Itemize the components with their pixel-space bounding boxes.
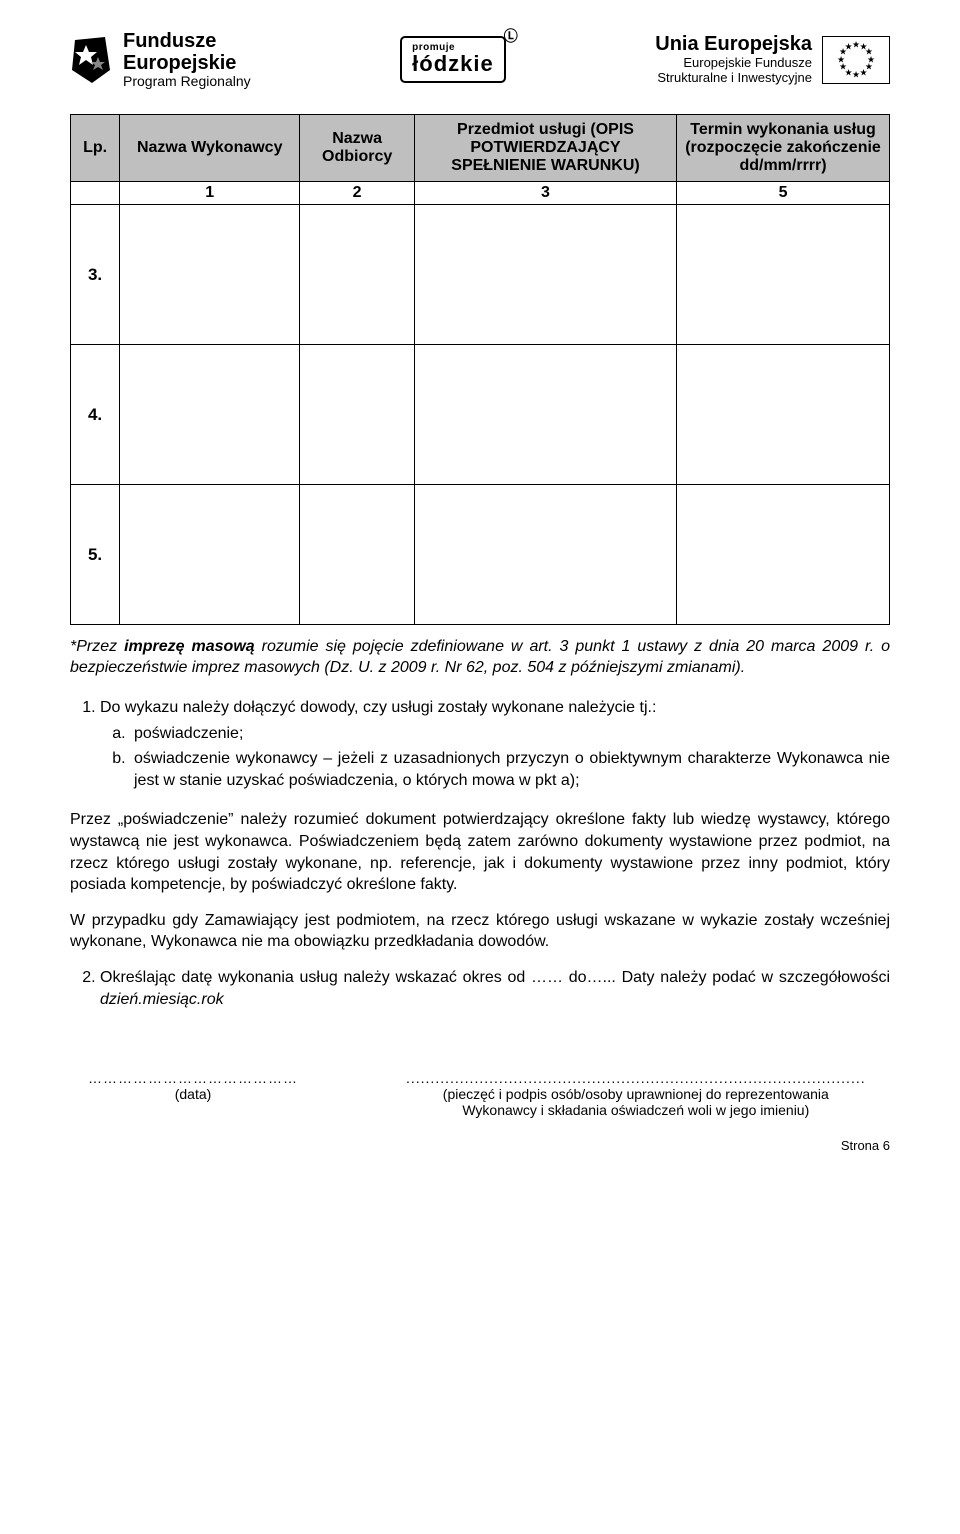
item2-italic: dzień.miesiąc.rok bbox=[100, 991, 224, 1008]
cell bbox=[300, 485, 415, 625]
logo-ue: Unia Europejska Europejskie Fundusze Str… bbox=[655, 33, 890, 86]
fe-text: Fundusze Europejskie Program Regionalny bbox=[123, 30, 251, 89]
stamp-dots: ........................................… bbox=[382, 1070, 890, 1086]
logo-fundusze-europejskie: Fundusze Europejskie Program Regionalny bbox=[70, 30, 251, 89]
ue-line1: Unia Europejska bbox=[655, 33, 812, 56]
header-logos: Fundusze Europejskie Program Regionalny … bbox=[70, 30, 890, 89]
numrow-c5: 5 bbox=[677, 182, 890, 205]
numrow-c2: 1 bbox=[120, 182, 300, 205]
lodzkie-big: łódzkie bbox=[412, 53, 494, 75]
note-lead: *Przez bbox=[70, 638, 124, 655]
para-poswiadczenie: Przez „poświadczenie” należy rozumieć do… bbox=[70, 809, 890, 895]
fe-line1: Fundusze bbox=[123, 30, 251, 52]
logo-lodzkie-wrap: promuje łódzkie Ⓛ bbox=[400, 36, 506, 83]
cell bbox=[300, 345, 415, 485]
fe-line2: Europejskie bbox=[123, 52, 251, 74]
cell bbox=[677, 485, 890, 625]
cell bbox=[120, 485, 300, 625]
sub-list: poświadczenie; oświadczenie wykonawcy – … bbox=[100, 723, 890, 792]
page-number: Strona 6 bbox=[70, 1138, 890, 1153]
instructions-list-2: Określając datę wykonania usług należy w… bbox=[70, 967, 890, 1010]
th-lp: Lp. bbox=[71, 115, 120, 182]
numrow-c3: 2 bbox=[300, 182, 415, 205]
table-row: 3. bbox=[71, 205, 890, 345]
cell bbox=[120, 205, 300, 345]
item2-text: Określając datę wykonania usług należy w… bbox=[100, 969, 890, 986]
lodzkie-corner-icon: Ⓛ bbox=[504, 26, 518, 46]
cell bbox=[120, 345, 300, 485]
cell bbox=[414, 205, 676, 345]
cell bbox=[677, 345, 890, 485]
table-row: 5. bbox=[71, 485, 890, 625]
footnote-impreza: *Przez imprezę masową rozumie się pojęci… bbox=[70, 637, 890, 679]
th-przedmiot: Przedmiot usługi (OPIS POTWIERDZAJĄCY SP… bbox=[414, 115, 676, 182]
signature-stamp: ........................................… bbox=[382, 1070, 890, 1118]
signature-date: …………………………………… (data) bbox=[70, 1070, 316, 1118]
row-num: 5. bbox=[71, 485, 120, 625]
stamp-label2: Wykonawcy i składania oświadczeń woli w … bbox=[382, 1102, 890, 1118]
row-num: 4. bbox=[71, 345, 120, 485]
ue-line3: Strukturalne i Inwestycyjne bbox=[655, 71, 812, 86]
sub-item-a: poświadczenie; bbox=[130, 723, 890, 745]
ue-text: Unia Europejska Europejskie Fundusze Str… bbox=[655, 33, 812, 86]
list-item-1: Do wykazu należy dołączyć dowody, czy us… bbox=[100, 697, 890, 791]
table-body: 3. 4. 5. bbox=[71, 205, 890, 625]
signature-row: …………………………………… (data) ..................… bbox=[70, 1070, 890, 1118]
services-table: Lp. Nazwa Wykonawcy Nazwa Odbiorcy Przed… bbox=[70, 114, 890, 625]
cell bbox=[300, 205, 415, 345]
note-bold: imprezę masową bbox=[124, 638, 255, 655]
th-odbiorca: Nazwa Odbiorcy bbox=[300, 115, 415, 182]
ue-line2: Europejskie Fundusze bbox=[655, 56, 812, 71]
instructions-list: Do wykazu należy dołączyć dowody, czy us… bbox=[70, 697, 890, 791]
stamp-label1: (pieczęć i podpis osób/osoby uprawnionej… bbox=[382, 1086, 890, 1102]
cell bbox=[414, 485, 676, 625]
logo-lodzkie: promuje łódzkie bbox=[400, 36, 506, 83]
cell bbox=[677, 205, 890, 345]
eu-flag-icon: ★★★★★★★★★★★★ bbox=[822, 36, 890, 84]
para-zamawiajacy: W przypadku gdy Zamawiający jest podmiot… bbox=[70, 910, 890, 953]
item1-lead: Do wykazu należy dołączyć dowody, czy us… bbox=[100, 699, 656, 716]
row-num: 3. bbox=[71, 205, 120, 345]
numrow-c4: 3 bbox=[414, 182, 676, 205]
fe-line3: Program Regionalny bbox=[123, 74, 251, 89]
cell bbox=[414, 345, 676, 485]
list-item-2: Określając datę wykonania usług należy w… bbox=[100, 967, 890, 1010]
sub-item-b: oświadczenie wykonawcy – jeżeli z uzasad… bbox=[130, 748, 890, 791]
fe-star-icon bbox=[70, 35, 115, 85]
numrow-c1 bbox=[71, 182, 120, 205]
table-row: 4. bbox=[71, 345, 890, 485]
th-wykonawca: Nazwa Wykonawcy bbox=[120, 115, 300, 182]
date-label: (data) bbox=[70, 1086, 316, 1102]
date-dots: …………………………………… bbox=[70, 1070, 316, 1086]
th-termin: Termin wykonania usług (rozpoczęcie zako… bbox=[677, 115, 890, 182]
table-head: Lp. Nazwa Wykonawcy Nazwa Odbiorcy Przed… bbox=[71, 115, 890, 205]
